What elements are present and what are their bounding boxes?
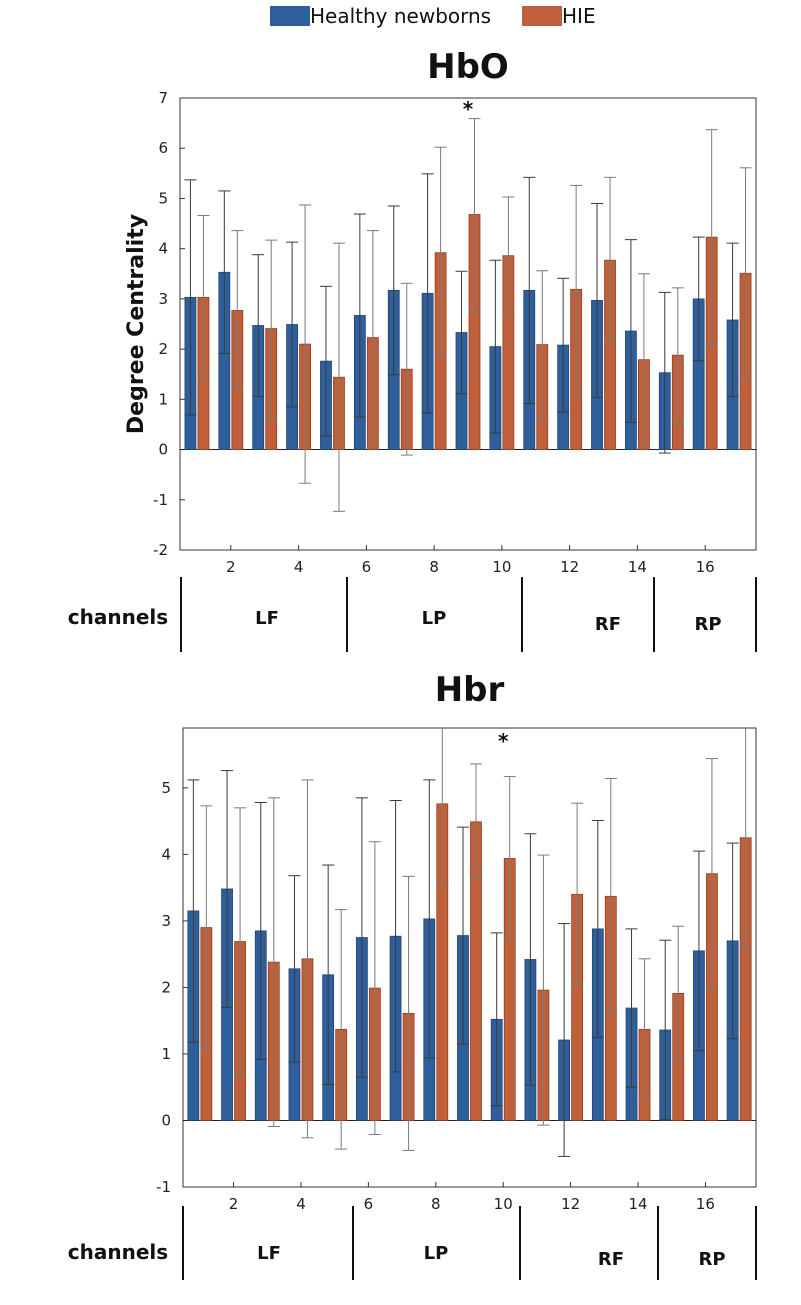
hbo-y-tick-label: 2	[158, 340, 168, 358]
hbr-y-tick-label: 3	[161, 912, 171, 930]
hbo-y-tick-label: 4	[158, 240, 168, 258]
hbo-plot-frame	[179, 97, 757, 551]
hbo-x-tick-label: 8	[429, 558, 439, 576]
chart-legend: Healthy newborns HIE	[0, 2, 801, 30]
hbr-y-tick-label: -1	[156, 1178, 171, 1196]
hbr-y-tick-label: 1	[161, 1045, 171, 1063]
hbo-x-tick-label: 4	[294, 558, 304, 576]
hbo-region-label-rf: RF	[595, 614, 621, 635]
hbo-y-tick-label: 3	[158, 290, 168, 308]
hbr-significance-marker: *	[498, 729, 509, 753]
hbo-y-tick-label: 7	[158, 89, 168, 107]
chart-panel-hbr: Hbr -1 0 1 2 3 4 5 2 4 6 8 10 12 14 16 * channels LF LP RF RP	[0, 660, 801, 1300]
legend-label-healthy: Healthy newborns	[310, 4, 492, 28]
hbo-channels-label: channels	[68, 605, 168, 629]
hbo-x-tick-label: 12	[560, 558, 579, 576]
legend-item-healthy: Healthy newborns	[270, 4, 491, 28]
legend-label-hie: HIE	[562, 4, 596, 28]
hbr-chart-title: Hbr	[435, 670, 505, 710]
hbr-plot-frame	[182, 727, 757, 1188]
hbr-y-tick-label: 5	[161, 779, 171, 797]
hbo-x-tick-label: 10	[492, 558, 511, 576]
chart-panel-hbo: HbO -2 -1 0 1 2 3 4 5 6 7 2 4 6 8 10 12 14 16 Degree Centra…	[0, 40, 801, 660]
hbo-y-tick-label: -2	[153, 541, 168, 559]
hbr-region-label-rf: RF	[598, 1249, 624, 1270]
legend-swatch-hie	[522, 6, 562, 26]
hbr-y-tick-label: 2	[161, 978, 171, 996]
hbo-y-axis-label: Degree Centrality	[124, 214, 149, 434]
hbo-y-tick-label: 5	[158, 189, 168, 207]
hbr-y-tick-label: 4	[161, 845, 171, 863]
hbr-x-tick-label: 16	[696, 1195, 715, 1213]
hbo-region-label-lf: LF	[255, 608, 279, 629]
hbr-region-label-lp: LP	[424, 1243, 449, 1264]
hbr-x-tick-label: 14	[628, 1195, 647, 1213]
hbr-region-label-rp: RP	[698, 1249, 725, 1270]
hbo-region-label-lp: LP	[422, 608, 447, 629]
hbr-y-tick-label: 0	[161, 1111, 171, 1129]
hbr-x-tick-label: 2	[229, 1195, 239, 1213]
hbo-x-tick-label: 2	[226, 558, 236, 576]
hbo-y-tick-label: 0	[158, 441, 168, 459]
hbo-chart-title: HbO	[427, 47, 509, 87]
hbr-x-tick-label: 12	[561, 1195, 580, 1213]
hbo-region-label-rp: RP	[694, 614, 721, 635]
hbr-x-tick-label: 4	[296, 1195, 306, 1213]
legend-swatch-healthy	[270, 6, 310, 26]
hbr-x-tick-label: 10	[494, 1195, 513, 1213]
hbo-x-tick-label: 6	[362, 558, 372, 576]
hbo-x-tick-label: 16	[696, 558, 715, 576]
hbo-x-tick-label: 14	[628, 558, 647, 576]
hbr-x-tick-label: 6	[364, 1195, 374, 1213]
hbo-significance-marker: *	[463, 97, 474, 121]
hbo-y-tick-label: 6	[158, 139, 168, 157]
hbr-x-tick-label: 8	[431, 1195, 441, 1213]
legend-item-hie: HIE	[522, 4, 596, 28]
hbo-y-tick-label: 1	[158, 390, 168, 408]
hbr-region-label-lf: LF	[257, 1243, 281, 1264]
hbo-y-tick-label: -1	[153, 491, 168, 509]
hbr-channels-label: channels	[68, 1240, 168, 1264]
